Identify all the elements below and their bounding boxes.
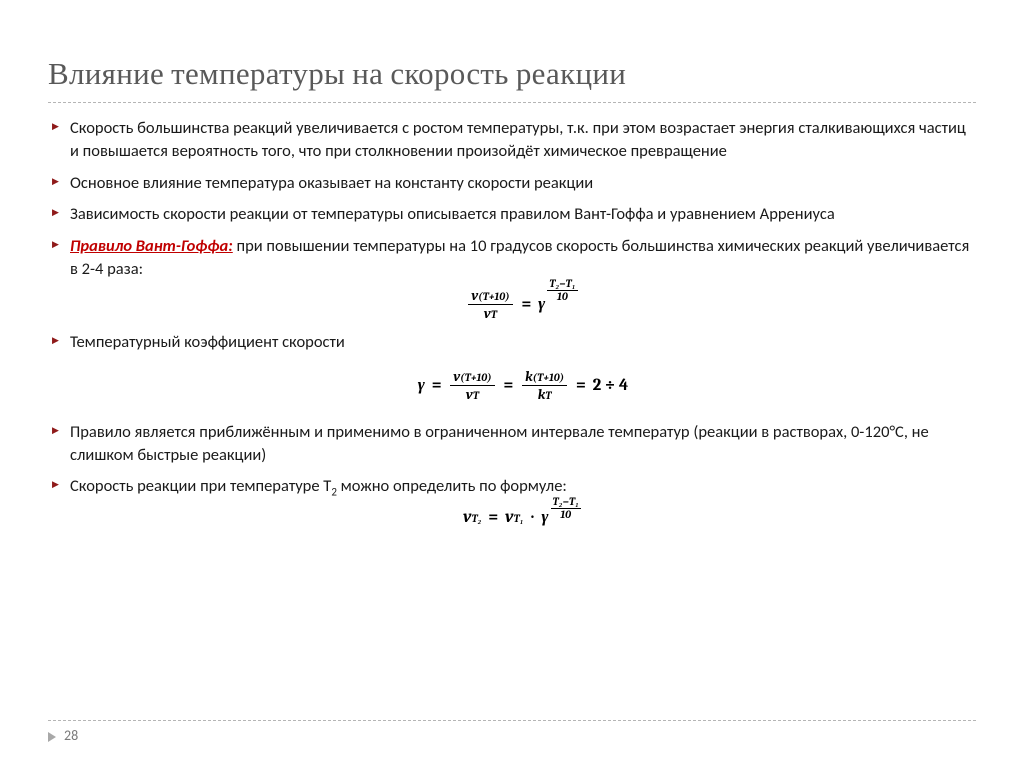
bullet-item: Зависимость скорости реакции от температ…: [48, 203, 976, 226]
formula-2-row: γ = v(T+10) vT = k(T+10) kT = 2 ÷ 4: [70, 369, 976, 403]
bullet-item: Основное влияние температура оказывает н…: [48, 172, 976, 195]
bullet-item-rule: Правило Вант-Гоффа: при повышении темпер…: [48, 235, 976, 322]
bullet-list: Скорость большинства реакций увеличивает…: [48, 117, 976, 531]
footer: 28: [48, 720, 976, 744]
formula-3-row: vT₂ = vT₁ · γ T₂−T₁ 10: [70, 506, 976, 531]
formula-2: γ = v(T+10) vT = k(T+10) kT = 2 ÷ 4: [418, 369, 629, 403]
bullet-item: Температурный коэффициент скорости γ = v…: [48, 331, 976, 402]
formula-1: v(T+10) vT = γ T₂−T₁ 10: [466, 288, 579, 322]
rule-name: Правило Вант-Гоффа:: [70, 236, 233, 256]
footer-triangle-icon: [48, 732, 56, 742]
bullet-text-b: можно определить по формуле:: [337, 476, 567, 496]
slide-title: Влияние температуры на скорость реакции: [48, 56, 976, 103]
formula-1-row: v(T+10) vT = γ T₂−T₁ 10: [70, 288, 976, 322]
bullet-item: Правило является приближённым и применим…: [48, 421, 976, 468]
bullet-text-a: Скорость реакции при температуре Т: [70, 476, 331, 496]
page-number: 28: [64, 727, 78, 744]
formula-3: vT₂ = vT₁ · γ T₂−T₁ 10: [463, 506, 583, 531]
bullet-item: Скорость большинства реакций увеличивает…: [48, 117, 976, 164]
bullet-item: Скорость реакции при температуре Т2 можн…: [48, 475, 976, 531]
bullet-text: Температурный коэффициент скорости: [70, 332, 345, 352]
